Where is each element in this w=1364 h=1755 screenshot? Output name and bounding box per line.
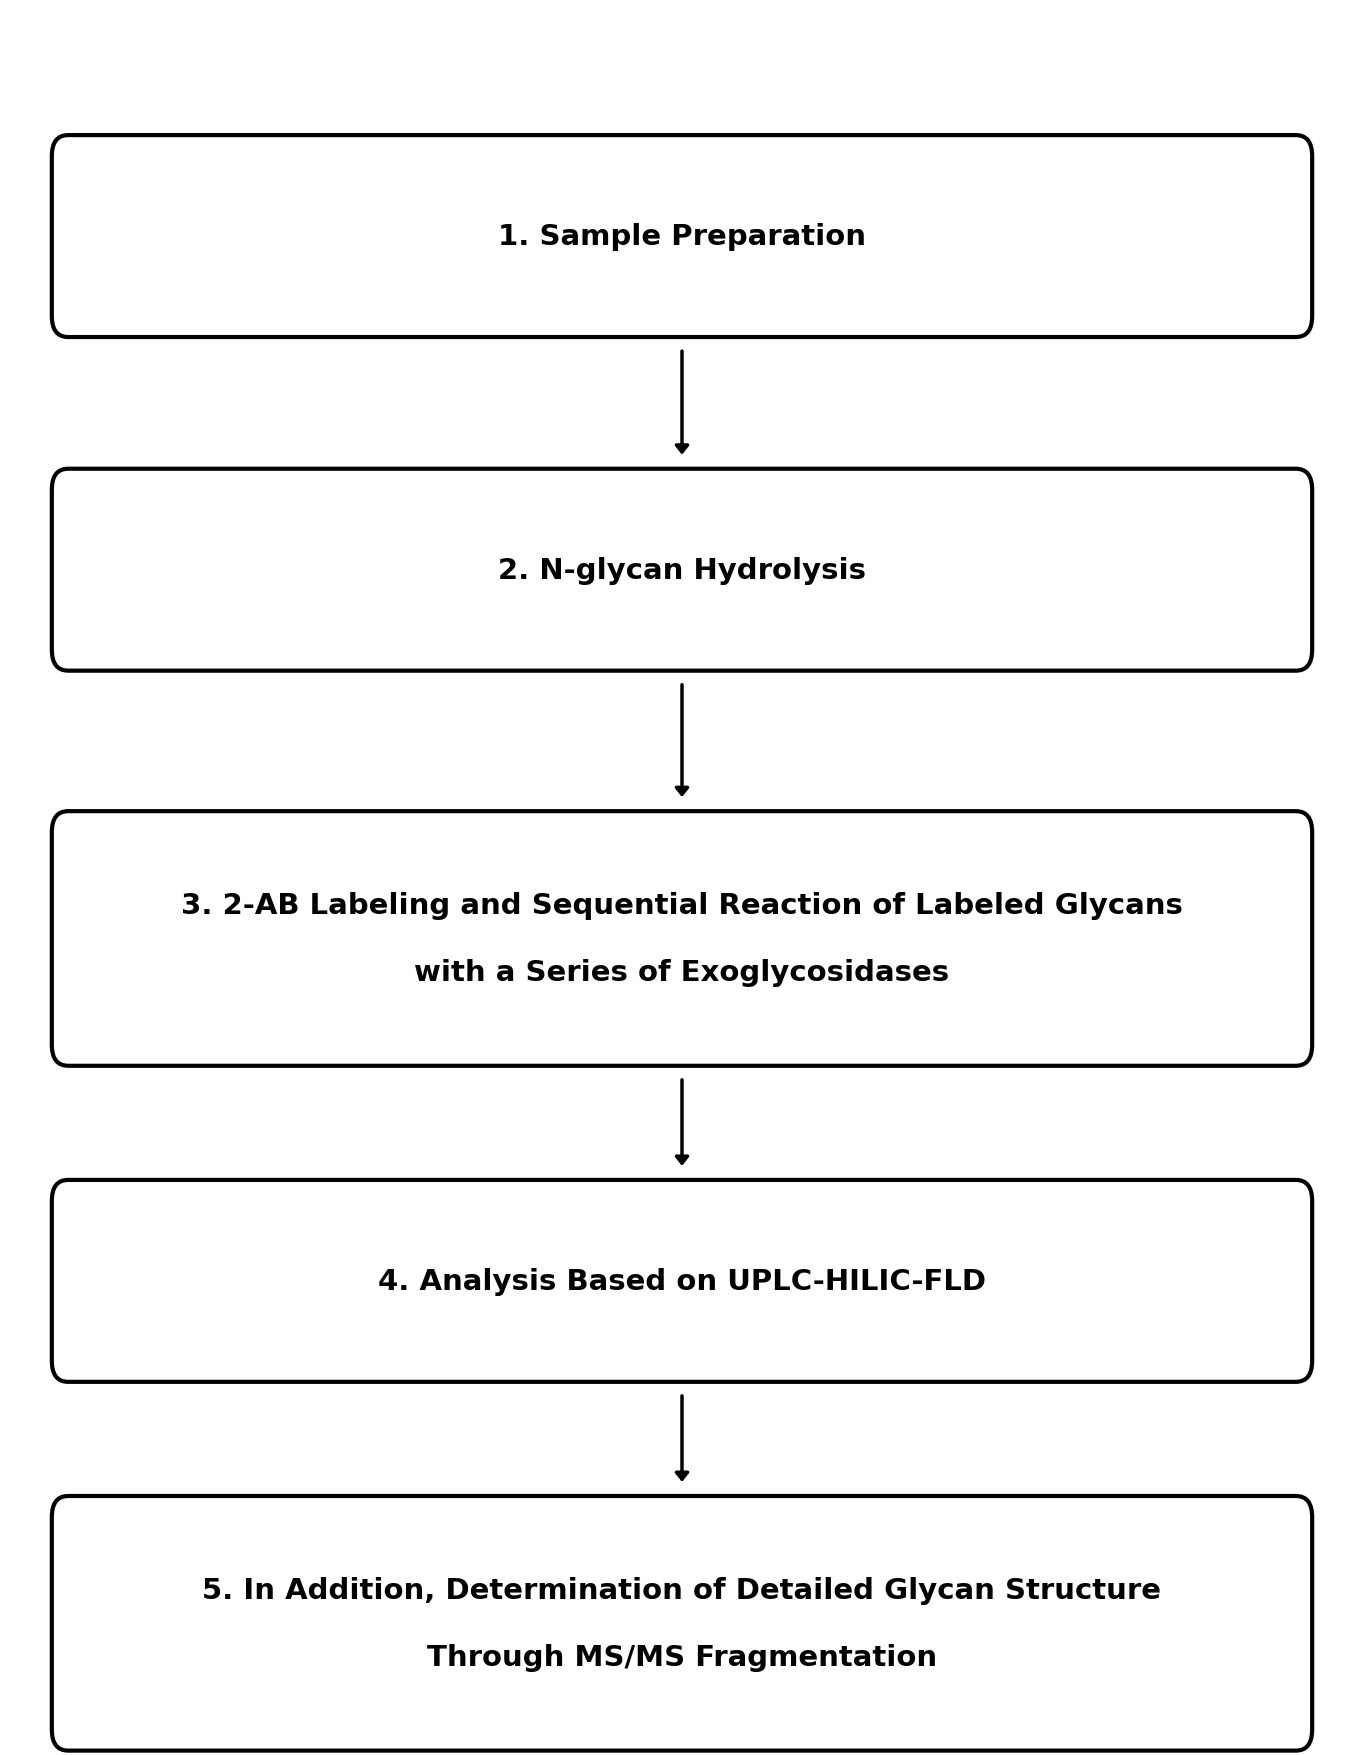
Text: 2. N-glycan Hydrolysis: 2. N-glycan Hydrolysis (498, 556, 866, 584)
Text: 1. Sample Preparation: 1. Sample Preparation (498, 223, 866, 251)
Text: with a Series of Exoglycosidases: with a Series of Exoglycosidases (415, 958, 949, 986)
FancyBboxPatch shape (52, 135, 1312, 337)
FancyBboxPatch shape (52, 1495, 1312, 1751)
FancyBboxPatch shape (52, 469, 1312, 670)
Text: 5. In Addition, Determination of Detailed Glycan Structure: 5. In Addition, Determination of Detaile… (202, 1576, 1162, 1604)
Text: 3. 2-AB Labeling and Sequential Reaction of Labeled Glycans: 3. 2-AB Labeling and Sequential Reaction… (181, 892, 1183, 920)
Text: Through MS/MS Fragmentation: Through MS/MS Fragmentation (427, 1643, 937, 1671)
FancyBboxPatch shape (52, 811, 1312, 1065)
Text: 4. Analysis Based on UPLC-HILIC-FLD: 4. Analysis Based on UPLC-HILIC-FLD (378, 1267, 986, 1295)
FancyBboxPatch shape (52, 1179, 1312, 1383)
